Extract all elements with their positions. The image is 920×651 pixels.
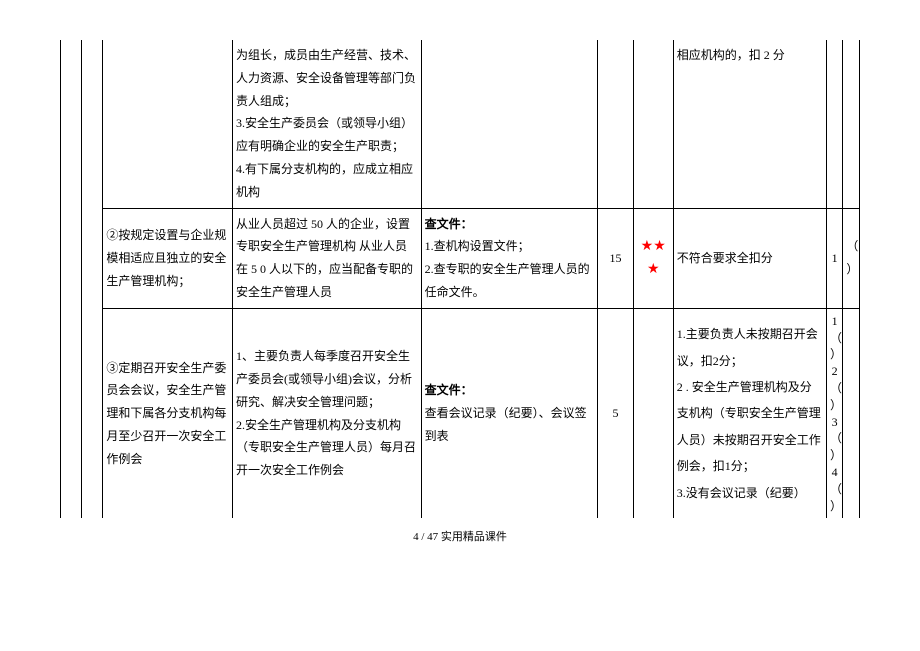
cell-item	[103, 40, 233, 208]
cell-check: 查文件： 1.查机构设置文件； 2.查专职的安全生产管理人员的任命文件。	[421, 208, 598, 308]
table-row: ②按规定设置与企业规模相适应且独立的安全生产管理机构； 从业人员超过 50 人的…	[61, 208, 860, 308]
page-footer: 4 / 47 实用精品课件	[60, 528, 860, 544]
cell-result: 1（ ）2（ ）3（ ）4（ ）	[826, 308, 842, 518]
cell-detail: 1、主要负责人每季度召开安全生产委员会(或领导小组)会议，分析研究、解决安全管理…	[233, 308, 422, 518]
cell-score	[598, 40, 633, 208]
assessment-table: 为组长，成员由生产经营、技术、人力资源、安全设备管理等部门负责人组成； 3.安全…	[60, 40, 860, 518]
cell-result: （ ）	[843, 208, 860, 308]
cell-result	[843, 308, 860, 518]
cell-l2	[82, 40, 103, 518]
cell-item: ③定期召开安全生产委员会会议，安全生产管理和下属各分支机构每月至少召开一次安全工…	[103, 308, 233, 518]
cell-score: 15	[598, 208, 633, 308]
cell-result	[843, 40, 860, 208]
cell-deduct: 相应机构的，扣 2 分	[673, 40, 826, 208]
cell-deduct: 1.主要负责人未按期召开会议，扣2分； 2 . 安全生产管理机构及分支机构（专职…	[673, 308, 826, 518]
table-row: ③定期召开安全生产委员会会议，安全生产管理和下属各分支机构每月至少召开一次安全工…	[61, 308, 860, 518]
cell-check	[421, 40, 598, 208]
cell-item: ②按规定设置与企业规模相适应且独立的安全生产管理机构；	[103, 208, 233, 308]
cell-deduct: 不符合要求全扣分	[673, 208, 826, 308]
cell-result	[826, 40, 842, 208]
table-row: 为组长，成员由生产经营、技术、人力资源、安全设备管理等部门负责人组成； 3.安全…	[61, 40, 860, 208]
cell-score: 5	[598, 308, 633, 518]
cell-l1	[61, 40, 82, 518]
cell-detail: 为组长，成员由生产经营、技术、人力资源、安全设备管理等部门负责人组成； 3.安全…	[233, 40, 422, 208]
cell-star	[633, 40, 673, 208]
cell-result: 1	[826, 208, 842, 308]
star-icon: ★★★	[641, 239, 666, 277]
cell-star	[633, 308, 673, 518]
cell-check: 查文件：查看会议记录（纪要）、会议签到表	[421, 308, 598, 518]
cell-detail: 从业人员超过 50 人的企业，设置专职安全生产管理机构 从业人员在 5 0 人以…	[233, 208, 422, 308]
cell-star: ★★★	[633, 208, 673, 308]
